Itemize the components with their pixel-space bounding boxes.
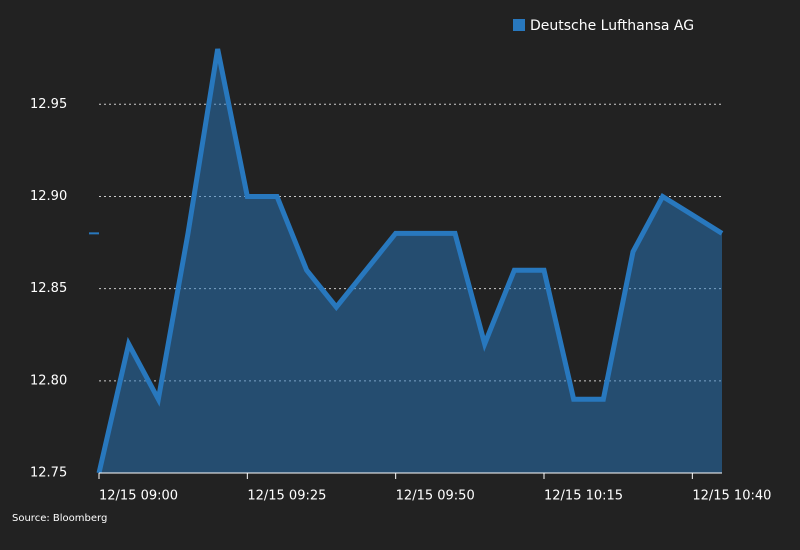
x-tick-label: 12/15 09:50 xyxy=(396,489,475,504)
y-tick-label: 12.80 xyxy=(30,373,67,388)
x-tick-label: 12/15 09:00 xyxy=(99,489,178,504)
y-tick-label: 12.95 xyxy=(30,97,67,112)
legend-label: Deutsche Lufthansa AG xyxy=(530,18,694,34)
y-tick-label: 12.90 xyxy=(30,189,67,204)
x-tick-label: 12/15 10:15 xyxy=(544,489,623,504)
line xyxy=(96,48,724,474)
x-tick-label: 12/15 10:40 xyxy=(692,489,771,504)
y-tick-label: 12.75 xyxy=(30,466,67,481)
x-tick-label: 12/15 09:25 xyxy=(247,489,326,504)
source: Source: Bloomberg xyxy=(12,513,107,524)
legend-swatch xyxy=(513,19,525,31)
y-tick-label: 12.85 xyxy=(30,281,67,296)
